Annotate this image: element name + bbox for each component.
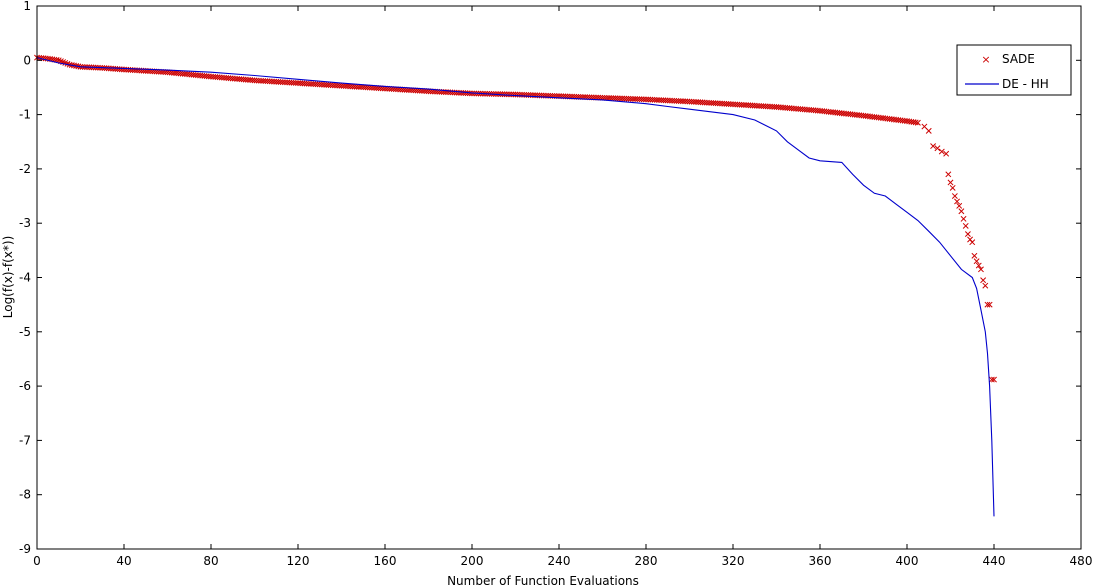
sade-point bbox=[610, 95, 617, 102]
sade-point bbox=[943, 150, 950, 157]
sade-point bbox=[951, 193, 958, 200]
y-tick-label: 0 bbox=[23, 53, 31, 67]
x-tick-label: 480 bbox=[1070, 554, 1093, 568]
sade-point bbox=[947, 179, 954, 186]
x-tick-label: 440 bbox=[983, 554, 1006, 568]
sade-point bbox=[508, 91, 515, 98]
sade-point bbox=[977, 266, 984, 273]
sade-point bbox=[982, 282, 989, 289]
sade-point bbox=[614, 95, 621, 102]
sade-point bbox=[956, 202, 963, 209]
sade-point bbox=[925, 127, 932, 134]
y-tick-label: -8 bbox=[19, 488, 31, 502]
sade-point bbox=[969, 239, 976, 246]
sade-point bbox=[608, 95, 615, 102]
sade-point bbox=[962, 222, 969, 229]
sade-point bbox=[975, 262, 982, 269]
plot-background bbox=[37, 6, 1081, 549]
sade-point bbox=[512, 91, 519, 98]
sade-point bbox=[503, 91, 510, 98]
sade-point bbox=[958, 208, 965, 215]
x-tick-label: 200 bbox=[461, 554, 484, 568]
y-tick-label: -9 bbox=[19, 542, 31, 556]
sade-point bbox=[938, 148, 945, 155]
y-tick-label: -4 bbox=[19, 271, 31, 285]
sade-point bbox=[991, 376, 997, 383]
sade-point bbox=[921, 123, 928, 130]
sade-point bbox=[501, 91, 508, 98]
x-tick-label: 240 bbox=[548, 554, 571, 568]
x-tick-label: 40 bbox=[116, 554, 131, 568]
sade-point bbox=[636, 96, 643, 103]
sade-point bbox=[627, 95, 634, 102]
sade-point bbox=[914, 119, 921, 126]
sade-point bbox=[971, 252, 978, 259]
y-tick-label: -6 bbox=[19, 379, 31, 393]
y-tick-label: -5 bbox=[19, 325, 31, 339]
legend-label-dehh: DE - HH bbox=[1002, 77, 1049, 91]
ticks-layer: 0 40 80 120 160 200 240 280 320 360 400 440 480 1 0 -1 -… bbox=[19, 0, 1092, 568]
x-tick-label: 320 bbox=[722, 554, 745, 568]
series-markers-sade bbox=[34, 54, 997, 383]
y-tick-label: -7 bbox=[19, 433, 31, 447]
sade-point bbox=[964, 231, 971, 238]
x-tick-label: 80 bbox=[203, 554, 218, 568]
sade-point bbox=[960, 215, 967, 222]
sade-point bbox=[934, 145, 941, 152]
sade-point bbox=[510, 91, 517, 98]
x-tick-label: 160 bbox=[374, 554, 397, 568]
sade-point bbox=[986, 301, 993, 308]
sade-point bbox=[945, 171, 952, 178]
sade-point bbox=[984, 301, 991, 308]
sade-point bbox=[954, 198, 960, 205]
y-axis-label: Log(f(x)-f(x*)) bbox=[1, 236, 15, 319]
legend-box bbox=[956, 44, 1072, 96]
x-tick-label: 120 bbox=[287, 554, 310, 568]
sade-point bbox=[621, 95, 628, 102]
sade-point bbox=[973, 258, 980, 265]
series-layer bbox=[34, 54, 997, 517]
sade-point bbox=[623, 95, 630, 102]
legend: × SADE DE - HH bbox=[956, 44, 1072, 96]
y-tick-label: 1 bbox=[23, 0, 31, 13]
y-tick-label: -2 bbox=[19, 162, 31, 176]
y-tick-label: -1 bbox=[19, 108, 31, 122]
legend-marker-sade: × bbox=[981, 53, 990, 66]
sade-point bbox=[638, 96, 645, 103]
sade-point bbox=[629, 95, 636, 102]
x-tick-label: 280 bbox=[635, 554, 658, 568]
sade-point bbox=[506, 91, 512, 98]
sade-point bbox=[949, 184, 956, 191]
sade-point bbox=[616, 95, 623, 102]
sade-point bbox=[634, 96, 641, 103]
sade-point bbox=[632, 96, 639, 102]
sade-point bbox=[912, 119, 919, 126]
x-tick-label: 400 bbox=[896, 554, 919, 568]
x-tick-label: 360 bbox=[809, 554, 832, 568]
legend-label-sade: SADE bbox=[1002, 52, 1035, 66]
x-axis-label: Number of Function Evaluations bbox=[447, 574, 639, 588]
sade-point bbox=[499, 91, 506, 98]
sade-point bbox=[612, 95, 619, 102]
sade-point bbox=[980, 277, 987, 284]
y-tick-label: -3 bbox=[19, 216, 31, 230]
series-line-dehh bbox=[36, 57, 995, 517]
sade-point bbox=[466, 90, 473, 97]
sade-point bbox=[625, 95, 632, 102]
sade-point bbox=[606, 95, 612, 101]
sade-point bbox=[988, 376, 995, 383]
sade-point bbox=[619, 95, 626, 102]
x-tick-label: 0 bbox=[33, 554, 41, 568]
sade-point bbox=[930, 143, 937, 150]
